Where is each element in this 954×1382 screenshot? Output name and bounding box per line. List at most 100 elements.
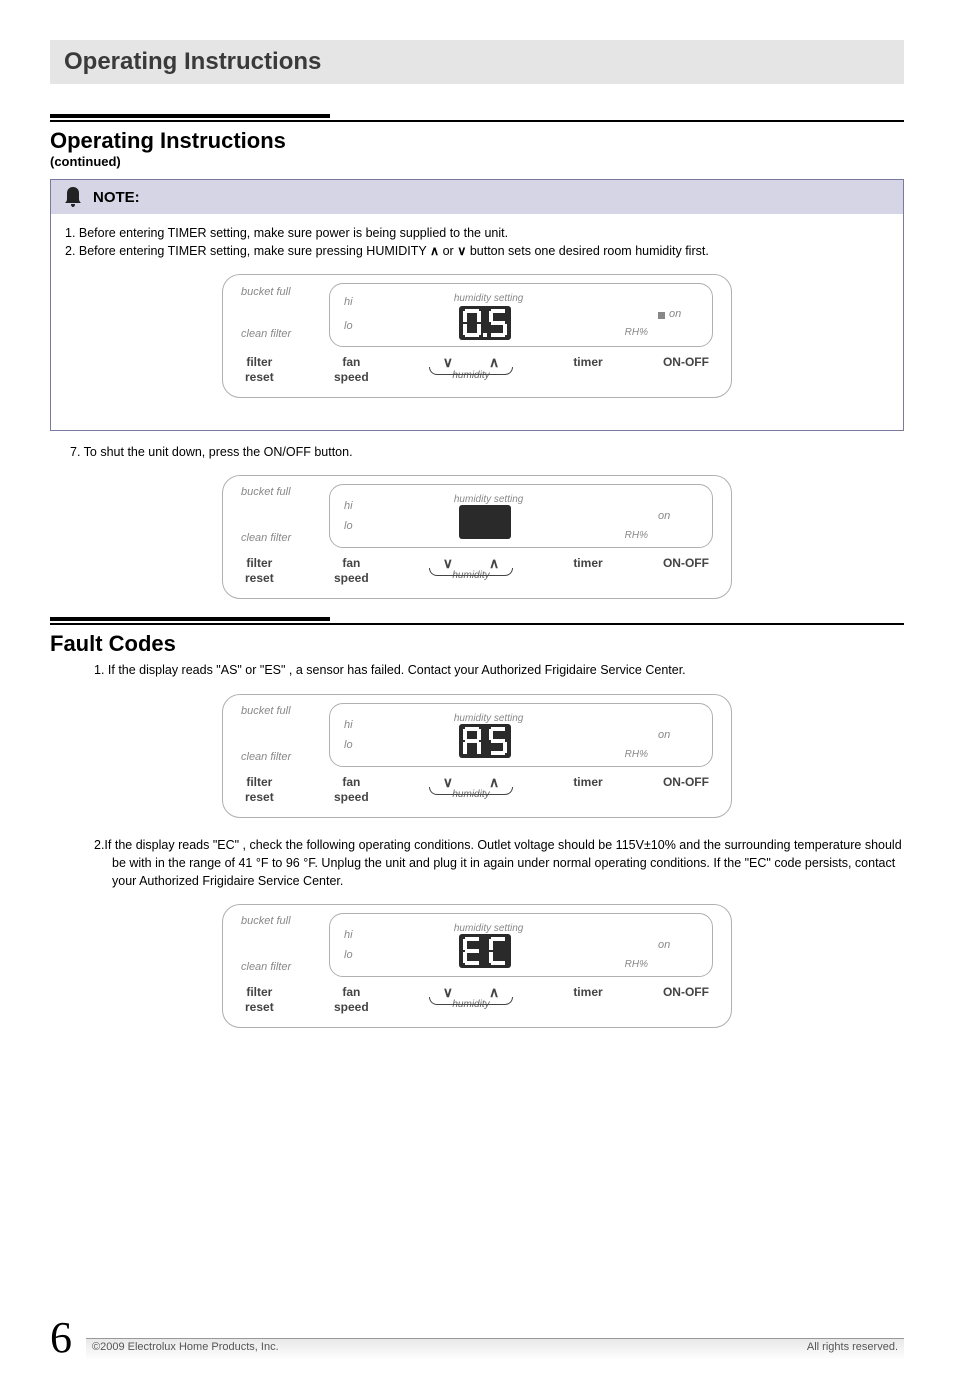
fault-line-1: 1. If the display reads "AS" or "ES" , a… xyxy=(94,661,904,679)
humidity-controls: ∨ ∧ humidity xyxy=(429,556,513,581)
humidity-controls: ∨ ∧ humidity xyxy=(429,775,513,800)
note-line-2mid: or xyxy=(439,244,457,258)
lcd-box: hi lo humidity setting xyxy=(329,913,713,977)
lcd-box: hi lo humidity setting RH% on xyxy=(329,484,713,548)
control-panel-2: bucket full clean filter hi lo humidity … xyxy=(50,475,904,599)
indicator-column: bucket full clean filter xyxy=(241,484,319,544)
on-off-button[interactable]: ON-OFF xyxy=(663,775,709,790)
note-line-2: 2. Before entering TIMER setting, make s… xyxy=(65,242,889,260)
humidity-bracket xyxy=(429,367,513,375)
control-panel-4: bucket full clean filter hi lo humidity … xyxy=(50,904,904,1028)
on-indicator: on xyxy=(658,729,698,741)
on-off-button[interactable]: ON-OFF xyxy=(663,355,709,370)
section-title: Operating Instructions xyxy=(50,128,904,154)
fan-lo-label: lo xyxy=(344,319,353,335)
filter-label: filter xyxy=(245,775,274,790)
note-line-2a: 2. Before entering TIMER setting, make s… xyxy=(65,244,430,258)
rh-label: RH% xyxy=(625,326,648,341)
fan-speed-button[interactable]: fan speed xyxy=(334,556,369,586)
fan-label: fan xyxy=(334,355,369,370)
fan-speed-button[interactable]: fan speed xyxy=(334,775,369,805)
timer-button[interactable]: timer xyxy=(573,556,602,571)
filter-label: filter xyxy=(245,985,274,1000)
reset-label: reset xyxy=(245,571,274,586)
section-rule-thick xyxy=(50,617,330,621)
filter-reset-button[interactable]: filter reset xyxy=(245,775,274,805)
humidity-bracket xyxy=(429,787,513,795)
section-rule-thick xyxy=(50,114,330,118)
indicator-column: bucket full clean filter xyxy=(241,283,319,343)
fan-speed-button[interactable]: fan speed xyxy=(334,355,369,385)
footer-bar: ©2009 Electrolux Home Products, Inc. All… xyxy=(86,1338,904,1360)
on-indicator: on xyxy=(658,939,698,951)
fan-label: fan xyxy=(334,985,369,1000)
lcd-digits-blank xyxy=(459,506,519,538)
fan-hi-label: hi xyxy=(344,719,353,731)
note-label: NOTE: xyxy=(93,189,140,206)
rh-label: RH% xyxy=(625,959,648,970)
lcd-digits-ec xyxy=(459,935,519,967)
humidity-up-glyph: ∧ xyxy=(430,244,439,258)
on-off-button[interactable]: ON-OFF xyxy=(663,556,709,571)
note-icon xyxy=(63,186,83,208)
indicator-column: bucket full clean filter xyxy=(241,703,319,763)
fault-codes-title: Fault Codes xyxy=(50,631,904,657)
speed-label: speed xyxy=(334,370,369,385)
humidity-down-glyph: ∨ xyxy=(457,244,466,258)
speed-label: speed xyxy=(334,571,369,586)
step-7-text: 7. To shut the unit down, press the ON/O… xyxy=(70,443,904,461)
lcd-box: hi lo humidity setting xyxy=(329,703,713,767)
section-divider xyxy=(50,114,904,122)
page-footer: 6 ©2009 Electrolux Home Products, Inc. A… xyxy=(50,1316,904,1360)
bucket-full-label: bucket full xyxy=(241,705,319,717)
on-indicator: on xyxy=(658,510,698,522)
fan-lo-label: lo xyxy=(344,949,353,961)
filter-reset-button[interactable]: filter reset xyxy=(245,556,274,586)
clean-filter-label: clean filter xyxy=(241,961,319,973)
humidity-controls: ∨ ∧ humidity xyxy=(429,355,513,384)
note-line-2b: button sets one desired room humidity fi… xyxy=(466,244,708,258)
fan-hi-label: hi xyxy=(344,500,353,512)
on-label: on xyxy=(658,729,670,741)
control-panel-3: bucket full clean filter hi lo humidity … xyxy=(50,694,904,818)
rh-label: RH% xyxy=(625,530,648,541)
section-subtitle: (continued) xyxy=(50,154,904,169)
humidity-bracket xyxy=(429,568,513,576)
page-number: 6 xyxy=(50,1316,72,1360)
fan-label: fan xyxy=(334,556,369,571)
clean-filter-label: clean filter xyxy=(241,532,319,544)
timer-button[interactable]: timer xyxy=(573,355,602,370)
clean-filter-label: clean filter xyxy=(241,751,319,763)
clean-filter-label: clean filter xyxy=(241,327,319,343)
on-off-button[interactable]: ON-OFF xyxy=(663,985,709,1000)
control-panel-1: bucket full clean filter hi lo humidity … xyxy=(65,274,889,398)
bucket-full-label: bucket full xyxy=(241,486,319,498)
filter-reset-button[interactable]: filter reset xyxy=(245,355,274,385)
timer-button[interactable]: timer xyxy=(573,775,602,790)
seven-seg-ec xyxy=(459,934,519,968)
fan-hi-label: hi xyxy=(344,929,353,941)
fan-lo-label: lo xyxy=(344,520,353,532)
note-line-1: 1. Before entering TIMER setting, make s… xyxy=(65,224,889,242)
fault-line-2: 2.If the display reads "EC" , check the … xyxy=(94,836,904,890)
humidity-controls: ∨ ∧ humidity xyxy=(429,985,513,1010)
section-rule-thin xyxy=(50,623,904,625)
on-label: on xyxy=(658,510,670,522)
note-body: 1. Before entering TIMER setting, make s… xyxy=(51,214,903,430)
on-indicator: on xyxy=(658,307,698,323)
fan-speed-button[interactable]: fan speed xyxy=(334,985,369,1015)
timer-button[interactable]: timer xyxy=(573,985,602,1000)
filter-label: filter xyxy=(245,556,274,571)
speed-label: speed xyxy=(334,790,369,805)
on-label: on xyxy=(669,307,681,323)
humidity-bracket xyxy=(429,997,513,1005)
fan-lo-label: lo xyxy=(344,739,353,751)
humidity-setting-label: humidity setting xyxy=(454,494,523,505)
page-header: Operating Instructions xyxy=(50,40,904,84)
fault-section-divider xyxy=(50,617,904,625)
lcd-digits-as xyxy=(459,725,519,757)
speed-label: speed xyxy=(334,1000,369,1015)
indicator-column: bucket full clean filter xyxy=(241,913,319,973)
fan-label: fan xyxy=(334,775,369,790)
filter-reset-button[interactable]: filter reset xyxy=(245,985,274,1015)
